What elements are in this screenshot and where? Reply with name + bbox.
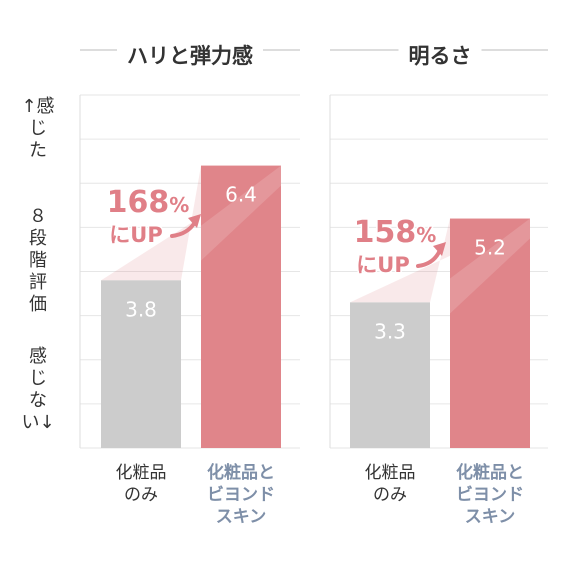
bar-sheen: [450, 218, 530, 314]
bar-cosmetics-beyond-skin: [450, 218, 530, 448]
y-axis-middle-char: 段: [29, 228, 47, 249]
y-axis-middle-label: ８ 段 階 評 価: [18, 206, 58, 316]
category-label-cosmetics-only: 化粧品 のみ: [335, 462, 445, 506]
category-label-cosmetics-beyond-skin: 化粧品と ビヨンド スキン: [186, 462, 296, 528]
increase-arrow-head: [433, 242, 446, 256]
y-axis-middle-char: 階: [29, 250, 47, 271]
y-axis-bottom-char: 感: [29, 346, 47, 367]
y-axis-top-char: ↑感: [21, 96, 55, 117]
category-label-line: 化粧品と: [207, 463, 275, 483]
y-axis-middle-char: 価: [29, 294, 47, 315]
category-label-line: 化粧品: [115, 463, 167, 483]
bar-value-label: 6.4: [225, 183, 257, 207]
chart-title: ハリと弾力感: [127, 44, 253, 68]
increase-percent-unit: %: [169, 193, 189, 217]
bar-cosmetics-only: [350, 302, 430, 448]
bar-value-label: 3.8: [125, 297, 157, 321]
increase-arrow-head: [188, 214, 201, 228]
bar-cosmetics-only: [101, 280, 181, 448]
increase-suffix: にUP: [109, 223, 162, 247]
category-label-line: 化粧品と: [456, 463, 524, 483]
y-axis-bottom-char: い↓: [21, 412, 55, 433]
category-label-cosmetics-beyond-skin: 化粧品と ビヨンド スキン: [435, 462, 545, 528]
increase-suffix: にUP: [356, 253, 409, 277]
y-axis-top-char: じ: [29, 118, 47, 139]
bar-value-label: 5.2: [474, 236, 506, 260]
category-label-line: スキン: [464, 507, 516, 527]
increase-percent: 158%: [354, 215, 437, 250]
y-axis-middle-char: 評: [29, 272, 47, 293]
y-axis-top-char: た: [29, 140, 47, 161]
y-axis-bottom-label: 感 じ な い↓: [18, 346, 58, 434]
category-label-line: のみ: [124, 485, 158, 505]
increase-percent: 168%: [107, 185, 190, 220]
chart-title: 明るさ: [409, 44, 472, 68]
category-label-line: 化粧品: [364, 463, 416, 483]
category-label-cosmetics-only: 化粧品 のみ: [86, 462, 196, 506]
y-axis-top-label: ↑感 じ た: [18, 96, 58, 162]
y-axis-bottom-char: じ: [29, 368, 47, 389]
category-label-line: のみ: [373, 485, 407, 505]
increase-percent-value: 168: [107, 185, 170, 220]
increase-percent-unit: %: [416, 223, 436, 247]
bar-value-label: 3.3: [374, 319, 406, 343]
y-axis-bottom-char: な: [29, 390, 47, 411]
bar-cosmetics-beyond-skin: [201, 165, 281, 448]
category-label-line: スキン: [215, 507, 267, 527]
category-label-line: ビヨンド: [456, 485, 524, 505]
increase-band: [350, 218, 530, 303]
bar-sheen: [201, 165, 281, 261]
increase-percent-value: 158: [354, 215, 417, 250]
y-axis-middle-char: ８: [29, 206, 47, 227]
category-label-line: ビヨンド: [207, 485, 275, 505]
